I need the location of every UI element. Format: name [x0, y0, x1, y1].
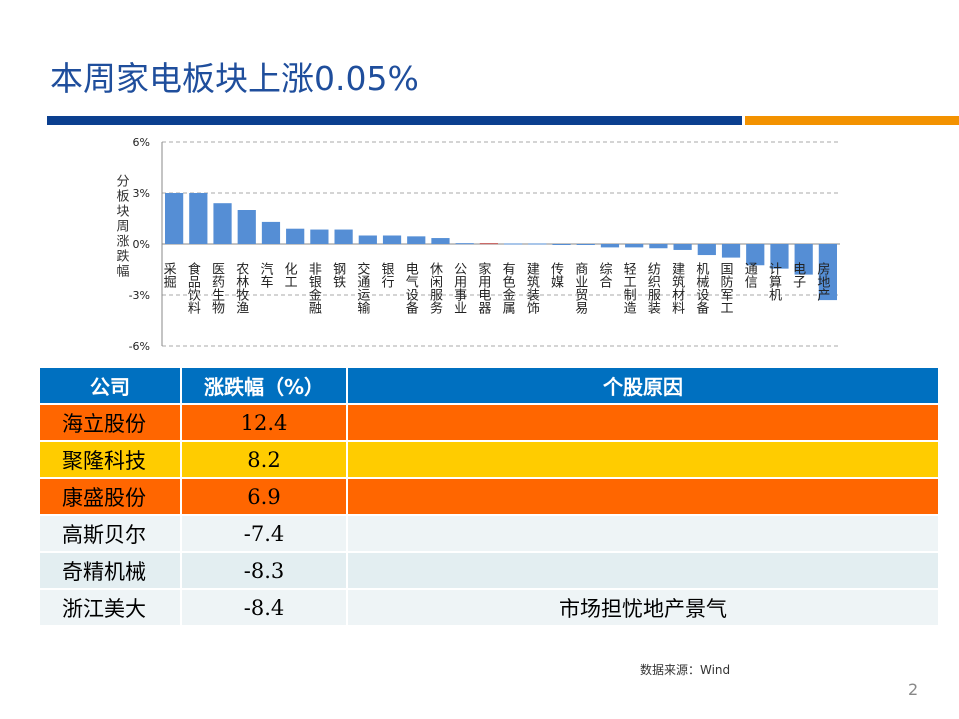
cell-reason — [348, 442, 940, 477]
x-tick-label: 电气设备 — [403, 262, 419, 315]
table-row: 海立股份 12.4 — [40, 405, 940, 440]
x-tick-label: 家用电器 — [475, 261, 491, 315]
x-tick-label: 公用事业 — [451, 262, 467, 314]
cell-change: -8.3 — [182, 553, 348, 588]
bar — [213, 203, 232, 244]
bar — [600, 244, 620, 248]
x-tick-label: 传媒 — [548, 262, 564, 288]
cell-company: 聚隆科技 — [40, 442, 182, 477]
y-tick-label: 6% — [133, 136, 150, 149]
stock-table: 公司 涨跌幅（%） 个股原因 海立股份 12.4 聚隆科技 8.2 康盛股份 6.9 高斯贝… — [40, 366, 940, 627]
x-tick-label: 纺织服装 — [645, 262, 661, 314]
cell-company: 康盛股份 — [40, 479, 182, 514]
y-tick-label: -6% — [129, 340, 150, 353]
cell-change: 12.4 — [182, 405, 348, 440]
bar — [455, 243, 474, 245]
x-tick-label: 国防军工 — [718, 262, 734, 314]
y-tick-label: 3% — [133, 187, 150, 200]
bar — [504, 243, 523, 245]
x-tick-label: 建筑装饰 — [524, 262, 540, 314]
cell-company: 高斯贝尔 — [40, 516, 182, 551]
x-tick-label: 汽车 — [257, 262, 273, 288]
y-tick-label: -3% — [129, 289, 150, 302]
x-tick-label: 食品饮料 — [185, 261, 201, 314]
bar — [770, 244, 789, 269]
header-change: 涨跌幅（%） — [182, 368, 348, 403]
cell-reason — [348, 479, 940, 514]
bar — [431, 238, 450, 244]
x-tick-label: 轻工制造 — [621, 262, 637, 315]
bar — [649, 244, 668, 249]
x-tick-label: 采掘 — [161, 262, 177, 288]
x-tick-label: 钢铁 — [330, 262, 346, 288]
bar — [334, 229, 353, 244]
header-company: 公司 — [40, 368, 182, 403]
bar — [552, 244, 571, 245]
bar — [189, 193, 208, 244]
bar — [382, 235, 402, 244]
bar — [479, 243, 498, 245]
slide-title: 本周家电板块上涨0.05% — [50, 59, 419, 98]
cell-change: -8.4 — [182, 590, 348, 625]
page-number: 2 — [908, 680, 919, 699]
cell-change: -7.4 — [182, 516, 348, 551]
x-tick-label: 农林牧渔 — [233, 262, 249, 314]
cell-reason — [348, 516, 940, 551]
bar — [673, 244, 692, 250]
x-tick-label: 交通运输 — [354, 261, 370, 314]
x-tick-label: 银行 — [379, 262, 395, 289]
x-tick-label: 化工 — [282, 262, 298, 288]
cell-company: 浙江美大 — [40, 590, 182, 625]
x-tick-label: 建筑材料 — [669, 262, 685, 314]
title-underline-blue — [47, 116, 742, 125]
bar — [165, 193, 184, 244]
x-tick-label: 房地产 — [814, 261, 830, 302]
x-tick-label: 机械设备 — [693, 262, 709, 315]
table-row: 聚隆科技 8.2 — [40, 442, 940, 477]
title-underline-orange — [745, 116, 959, 125]
bar — [576, 244, 595, 245]
cell-company: 奇精机械 — [40, 553, 182, 588]
bar — [818, 244, 837, 301]
x-tick-label: 计算机 — [766, 262, 782, 302]
bar — [358, 235, 377, 244]
table-row: 浙江美大 -8.4 市场担忧地产景气 — [40, 590, 940, 625]
cell-reason — [348, 553, 940, 588]
bar — [261, 221, 281, 244]
x-tick-label: 综合 — [596, 262, 612, 288]
cell-change: 8.2 — [182, 442, 348, 477]
header-reason: 个股原因 — [348, 368, 940, 403]
bar — [746, 244, 765, 266]
y-tick-label: 0% — [133, 238, 150, 251]
table-row: 高斯贝尔 -7.4 — [40, 516, 940, 551]
bar — [528, 243, 547, 245]
bar — [697, 244, 716, 256]
bar — [721, 244, 741, 258]
bar — [237, 210, 256, 244]
bar — [310, 229, 329, 244]
x-tick-label: 商业贸易 — [572, 262, 588, 315]
x-tick-label: 非银金融 — [306, 262, 322, 314]
cell-company: 海立股份 — [40, 405, 182, 440]
sector-bar-chart: 6% 3% 0% -3% -6% 分板块周涨跌幅采掘 食品饮料 医药生物 农林牧渔 汽车 化工 非银金… — [114, 136, 840, 353]
bar — [286, 228, 305, 244]
cell-reason — [348, 405, 940, 440]
bar — [794, 244, 813, 275]
x-tick-label: 有色金属 — [500, 262, 516, 315]
x-tick-label: 医药生物 — [209, 262, 225, 315]
x-tick-label: 通信 — [742, 262, 758, 288]
table-row: 奇精机械 -8.3 — [40, 553, 940, 588]
table-header: 公司 涨跌幅（%） 个股原因 — [40, 368, 940, 403]
bar — [625, 244, 644, 248]
table-row: 康盛股份 6.9 — [40, 479, 940, 514]
x-tick-label: 休闲服务 — [427, 262, 443, 314]
cell-reason: 市场担忧地产景气 — [348, 590, 940, 625]
y-axis-label: 分板块周涨跌幅 — [114, 174, 130, 279]
x-tick-label: 电子 — [790, 262, 806, 288]
cell-change: 6.9 — [182, 479, 348, 514]
bar — [407, 236, 426, 244]
data-source: 数据来源：Wind — [640, 663, 731, 677]
